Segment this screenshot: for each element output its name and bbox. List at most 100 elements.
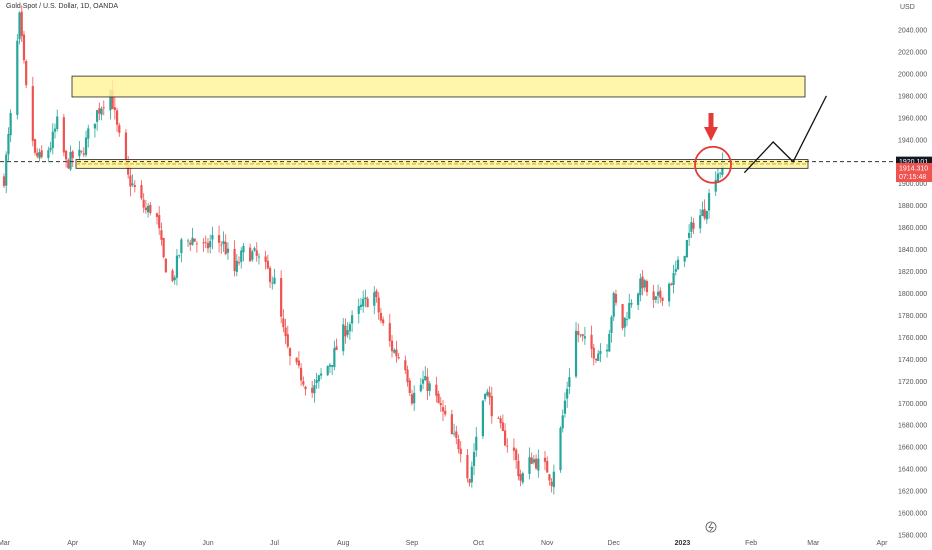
- candle-body: [16, 40, 19, 115]
- candle-body: [566, 388, 569, 399]
- candle-body: [608, 333, 611, 352]
- candle-body: [82, 153, 85, 155]
- y-tick-label: 1840.000: [898, 247, 927, 254]
- candle-body: [295, 357, 298, 363]
- y-tick-label: 1820.000: [898, 269, 927, 276]
- candle-body: [102, 107, 105, 109]
- candle-body: [628, 303, 631, 319]
- candle-body: [175, 255, 179, 278]
- candle-body: [404, 360, 407, 371]
- candle-body: [692, 222, 695, 229]
- arrow-down-icon[interactable]: [704, 127, 718, 141]
- symbol-title: Gold Spot / U.S. Dollar, 1D, OANDA: [6, 3, 119, 10]
- candle-body: [5, 154, 8, 186]
- y-tick-label: 1720.000: [898, 379, 927, 386]
- candle-body: [273, 277, 276, 284]
- x-tick-label: Dec: [607, 540, 620, 547]
- lightning-icon[interactable]: [705, 521, 717, 533]
- candle-body: [22, 34, 26, 61]
- candle-body: [180, 239, 183, 254]
- candle-body: [486, 391, 489, 396]
- candle-body: [271, 282, 274, 284]
- candle-body: [2, 176, 6, 186]
- candle-body: [33, 139, 37, 153]
- candle-body: [521, 473, 524, 483]
- last-price-tag-bg: [896, 162, 932, 182]
- candle-body: [472, 451, 476, 466]
- candle-body: [548, 474, 551, 481]
- y-tick-label: 1860.000: [898, 225, 927, 232]
- candle-body: [171, 270, 174, 281]
- candle-body: [297, 360, 300, 366]
- candle-body: [346, 330, 349, 335]
- candle-body: [62, 117, 65, 153]
- candle-body: [426, 376, 429, 392]
- countdown-value: 07:15:48: [899, 174, 926, 181]
- candle-body: [373, 292, 376, 306]
- candle-body: [716, 173, 720, 182]
- candle-body: [266, 260, 269, 269]
- candle-body: [630, 302, 633, 305]
- candle-body: [568, 377, 571, 387]
- candle-body: [641, 276, 644, 289]
- candle-body: [348, 324, 351, 332]
- candle-body: [96, 110, 99, 122]
- arrow-down-shaft: [708, 113, 714, 128]
- projection-path[interactable]: [743, 95, 827, 174]
- candle-body: [25, 60, 28, 86]
- candle-body: [503, 430, 507, 446]
- lightning-icon-ring: [705, 521, 717, 533]
- candle-body: [614, 293, 618, 303]
- candle-body: [113, 107, 116, 111]
- candle-body: [688, 232, 691, 238]
- candle-body: [249, 247, 252, 262]
- candle-body: [719, 172, 722, 174]
- candle-body: [186, 240, 190, 242]
- x-tick-label: May: [133, 540, 147, 547]
- candle-body: [328, 364, 332, 367]
- candle-body: [31, 86, 34, 141]
- candle-body: [317, 375, 320, 382]
- candle-body: [204, 242, 207, 243]
- candle-body: [344, 325, 347, 337]
- candle-body: [441, 407, 445, 412]
- candle-body: [51, 131, 54, 149]
- candle-body: [257, 256, 261, 258]
- candle-body: [459, 448, 462, 455]
- candle-body: [468, 479, 471, 483]
- candle-body: [517, 460, 520, 477]
- candle-body: [364, 297, 367, 300]
- candle-body: [118, 125, 121, 133]
- candle-body: [160, 230, 163, 240]
- candle-body: [643, 280, 646, 288]
- candle-body: [543, 457, 547, 462]
- candle-body: [419, 384, 422, 392]
- x-tick-label: Mar: [807, 540, 820, 547]
- candle-body: [264, 256, 267, 262]
- y-tick-label: 1880.000: [898, 203, 927, 210]
- y-tick-label: 1780.000: [898, 313, 927, 320]
- candle-body: [672, 272, 675, 285]
- candle-body: [193, 238, 196, 242]
- zones-layer: [71, 75, 809, 169]
- candle-body: [592, 347, 595, 359]
- candle-body: [47, 150, 50, 158]
- price-axis: 2040.000 2020.000 2000.000 1980.000 1960.000…: [898, 28, 927, 540]
- candle-body: [637, 293, 640, 305]
- upper-zone[interactable]: [71, 75, 806, 98]
- highlight-circle[interactable]: [694, 145, 732, 184]
- candle-body: [656, 291, 660, 296]
- candle-body: [530, 457, 533, 464]
- candle-body: [133, 185, 136, 187]
- candle-body: [335, 346, 338, 350]
- annotations-layer: [0, 95, 895, 184]
- candle-body: [375, 290, 378, 298]
- x-tick-label: Aug: [337, 540, 350, 547]
- candle-body: [435, 384, 438, 396]
- candle-body: [532, 459, 536, 463]
- candle-body: [470, 466, 473, 483]
- candle-body: [552, 471, 555, 488]
- candle-body: [481, 400, 485, 437]
- candle-body: [189, 242, 192, 245]
